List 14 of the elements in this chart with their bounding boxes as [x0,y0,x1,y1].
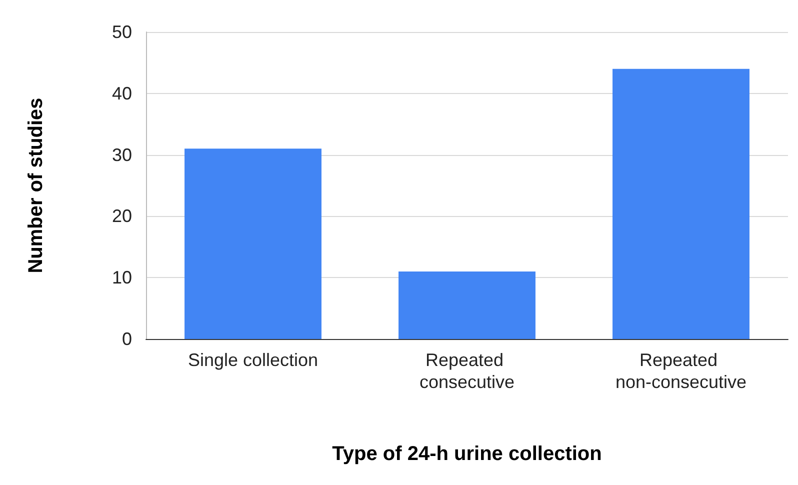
y-tick-label: 20 [112,206,132,226]
y-axis-title: Number of studies [25,98,47,274]
x-tick-label: Repeated consecutive [419,350,515,392]
x-tick-label: Repeated non-consecutive [615,350,747,392]
y-tick-label: 40 [112,83,132,104]
bar [612,68,750,339]
y-tick-label: 0 [122,329,132,349]
x-axis-title: Type of 24-h urine collection [332,443,602,465]
y-tick-label: 10 [112,268,132,288]
x-tick-label: Single collection [188,350,318,370]
bar [398,271,536,339]
bar [184,148,322,339]
y-tick-label: 50 [112,22,132,42]
y-tick-label: 30 [112,144,132,165]
